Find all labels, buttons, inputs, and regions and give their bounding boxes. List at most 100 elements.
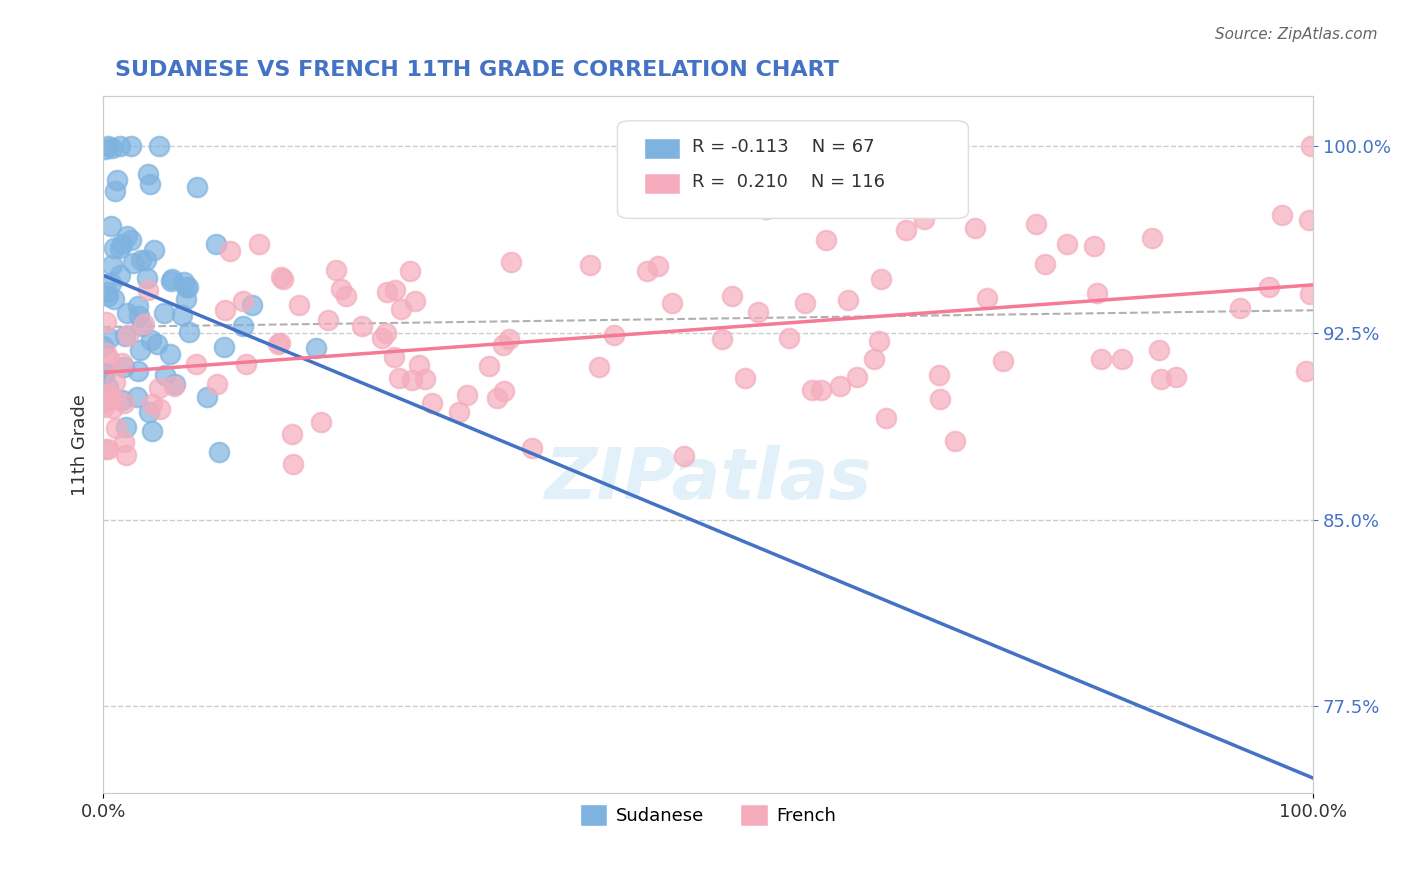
Point <box>837 293 859 307</box>
Point <box>976 291 998 305</box>
Point <box>127 299 149 313</box>
Point <box>1258 280 1281 294</box>
Point <box>148 139 170 153</box>
Point <box>128 309 150 323</box>
Text: R =  0.210    N = 116: R = 0.210 N = 116 <box>693 173 886 191</box>
Point <box>232 318 254 333</box>
Point <box>186 180 208 194</box>
Point <box>1166 370 1188 384</box>
Point <box>1111 352 1133 367</box>
Point <box>163 379 186 393</box>
Point <box>101 401 124 415</box>
Point <box>603 328 626 343</box>
Point <box>1033 257 1056 271</box>
Point <box>100 219 122 233</box>
Point <box>218 244 240 258</box>
Point <box>173 275 195 289</box>
Point <box>778 331 800 345</box>
Point <box>235 357 257 371</box>
Point <box>94 442 117 456</box>
Point <box>153 368 176 383</box>
Point <box>103 242 125 256</box>
Point <box>139 334 162 348</box>
Point <box>928 368 950 382</box>
Point <box>138 178 160 192</box>
Point <box>177 325 200 339</box>
Point <box>148 380 170 394</box>
Point <box>129 253 152 268</box>
Point <box>270 270 292 285</box>
Point <box>172 308 194 322</box>
Point <box>136 271 159 285</box>
Point <box>108 139 131 153</box>
Point <box>1229 301 1251 315</box>
Point <box>478 359 501 373</box>
Point <box>97 139 120 153</box>
FancyBboxPatch shape <box>617 120 969 219</box>
Point <box>91 339 114 353</box>
Point <box>801 383 824 397</box>
Point <box>112 360 135 375</box>
Point <box>134 317 156 331</box>
Y-axis label: 11th Grade: 11th Grade <box>72 394 89 496</box>
Point <box>111 355 134 369</box>
Point <box>316 312 339 326</box>
Point <box>108 241 131 255</box>
Point <box>271 271 294 285</box>
Point <box>578 259 600 273</box>
Point <box>94 142 117 156</box>
Point <box>815 234 838 248</box>
Point <box>1147 343 1170 357</box>
Point <box>143 243 166 257</box>
Point <box>111 237 134 252</box>
Point <box>1271 208 1294 222</box>
Point <box>875 411 897 425</box>
Point <box>103 292 125 306</box>
Text: SUDANESE VS FRENCH 11TH GRADE CORRELATION CHART: SUDANESE VS FRENCH 11TH GRADE CORRELATIO… <box>115 60 839 79</box>
Point <box>991 354 1014 368</box>
Point <box>195 390 218 404</box>
Point <box>100 392 122 406</box>
Point <box>101 141 124 155</box>
Point <box>104 375 127 389</box>
Point <box>828 378 851 392</box>
Point <box>389 302 412 317</box>
Point <box>335 288 357 302</box>
Point <box>498 333 520 347</box>
Point <box>208 445 231 459</box>
Point <box>207 376 229 391</box>
Point <box>247 237 270 252</box>
Point <box>159 347 181 361</box>
Point <box>413 372 436 386</box>
Point <box>283 457 305 471</box>
Point <box>120 139 142 153</box>
Point <box>287 298 309 312</box>
Point <box>492 384 515 399</box>
Point <box>97 387 120 401</box>
Point <box>1085 286 1108 301</box>
Point <box>104 184 127 198</box>
Point <box>747 305 769 319</box>
Point <box>240 297 263 311</box>
Point <box>160 274 183 288</box>
Point <box>176 293 198 307</box>
Point <box>104 420 127 434</box>
Text: ZIPatlas: ZIPatlas <box>544 445 872 514</box>
Point <box>163 377 186 392</box>
Point <box>117 327 139 342</box>
Point <box>522 442 544 456</box>
Point <box>485 391 508 405</box>
Point <box>456 387 478 401</box>
Point <box>112 396 135 410</box>
Point <box>232 294 254 309</box>
Point <box>305 341 328 355</box>
Point <box>388 371 411 385</box>
Point <box>382 351 405 365</box>
Point <box>420 396 443 410</box>
Point <box>710 332 733 346</box>
Point <box>98 391 121 405</box>
Point <box>267 336 290 351</box>
Point <box>111 392 134 407</box>
Point <box>149 402 172 417</box>
Point <box>280 426 302 441</box>
